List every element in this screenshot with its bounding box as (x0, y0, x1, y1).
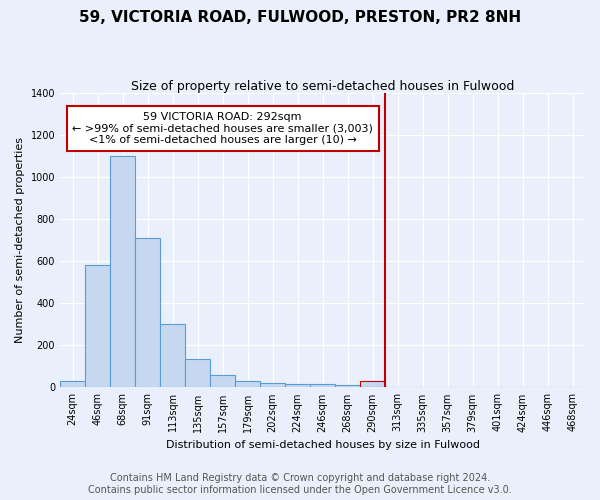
Text: 59, VICTORIA ROAD, FULWOOD, PRESTON, PR2 8NH: 59, VICTORIA ROAD, FULWOOD, PRESTON, PR2… (79, 10, 521, 25)
Bar (185, 359, 210, 388)
Bar (210, 375, 235, 388)
Bar (85, 266, 110, 388)
Y-axis label: Number of semi-detached properties: Number of semi-detached properties (15, 137, 25, 343)
Bar (335, 386, 360, 388)
Bar (235, 381, 260, 388)
Text: 59 VICTORIA ROAD: 292sqm
← >99% of semi-detached houses are smaller (3,003)
<1% : 59 VICTORIA ROAD: 292sqm ← >99% of semi-… (72, 112, 373, 145)
Bar (285, 384, 310, 388)
Bar (310, 384, 335, 388)
Bar (110, 156, 135, 388)
Bar (360, 381, 385, 388)
Title: Size of property relative to semi-detached houses in Fulwood: Size of property relative to semi-detach… (131, 80, 514, 93)
Text: Contains HM Land Registry data © Crown copyright and database right 2024.
Contai: Contains HM Land Registry data © Crown c… (88, 474, 512, 495)
Bar (260, 383, 285, 388)
Bar (135, 238, 160, 388)
Bar (60, 381, 85, 388)
X-axis label: Distribution of semi-detached houses by size in Fulwood: Distribution of semi-detached houses by … (166, 440, 479, 450)
Bar (160, 324, 185, 388)
